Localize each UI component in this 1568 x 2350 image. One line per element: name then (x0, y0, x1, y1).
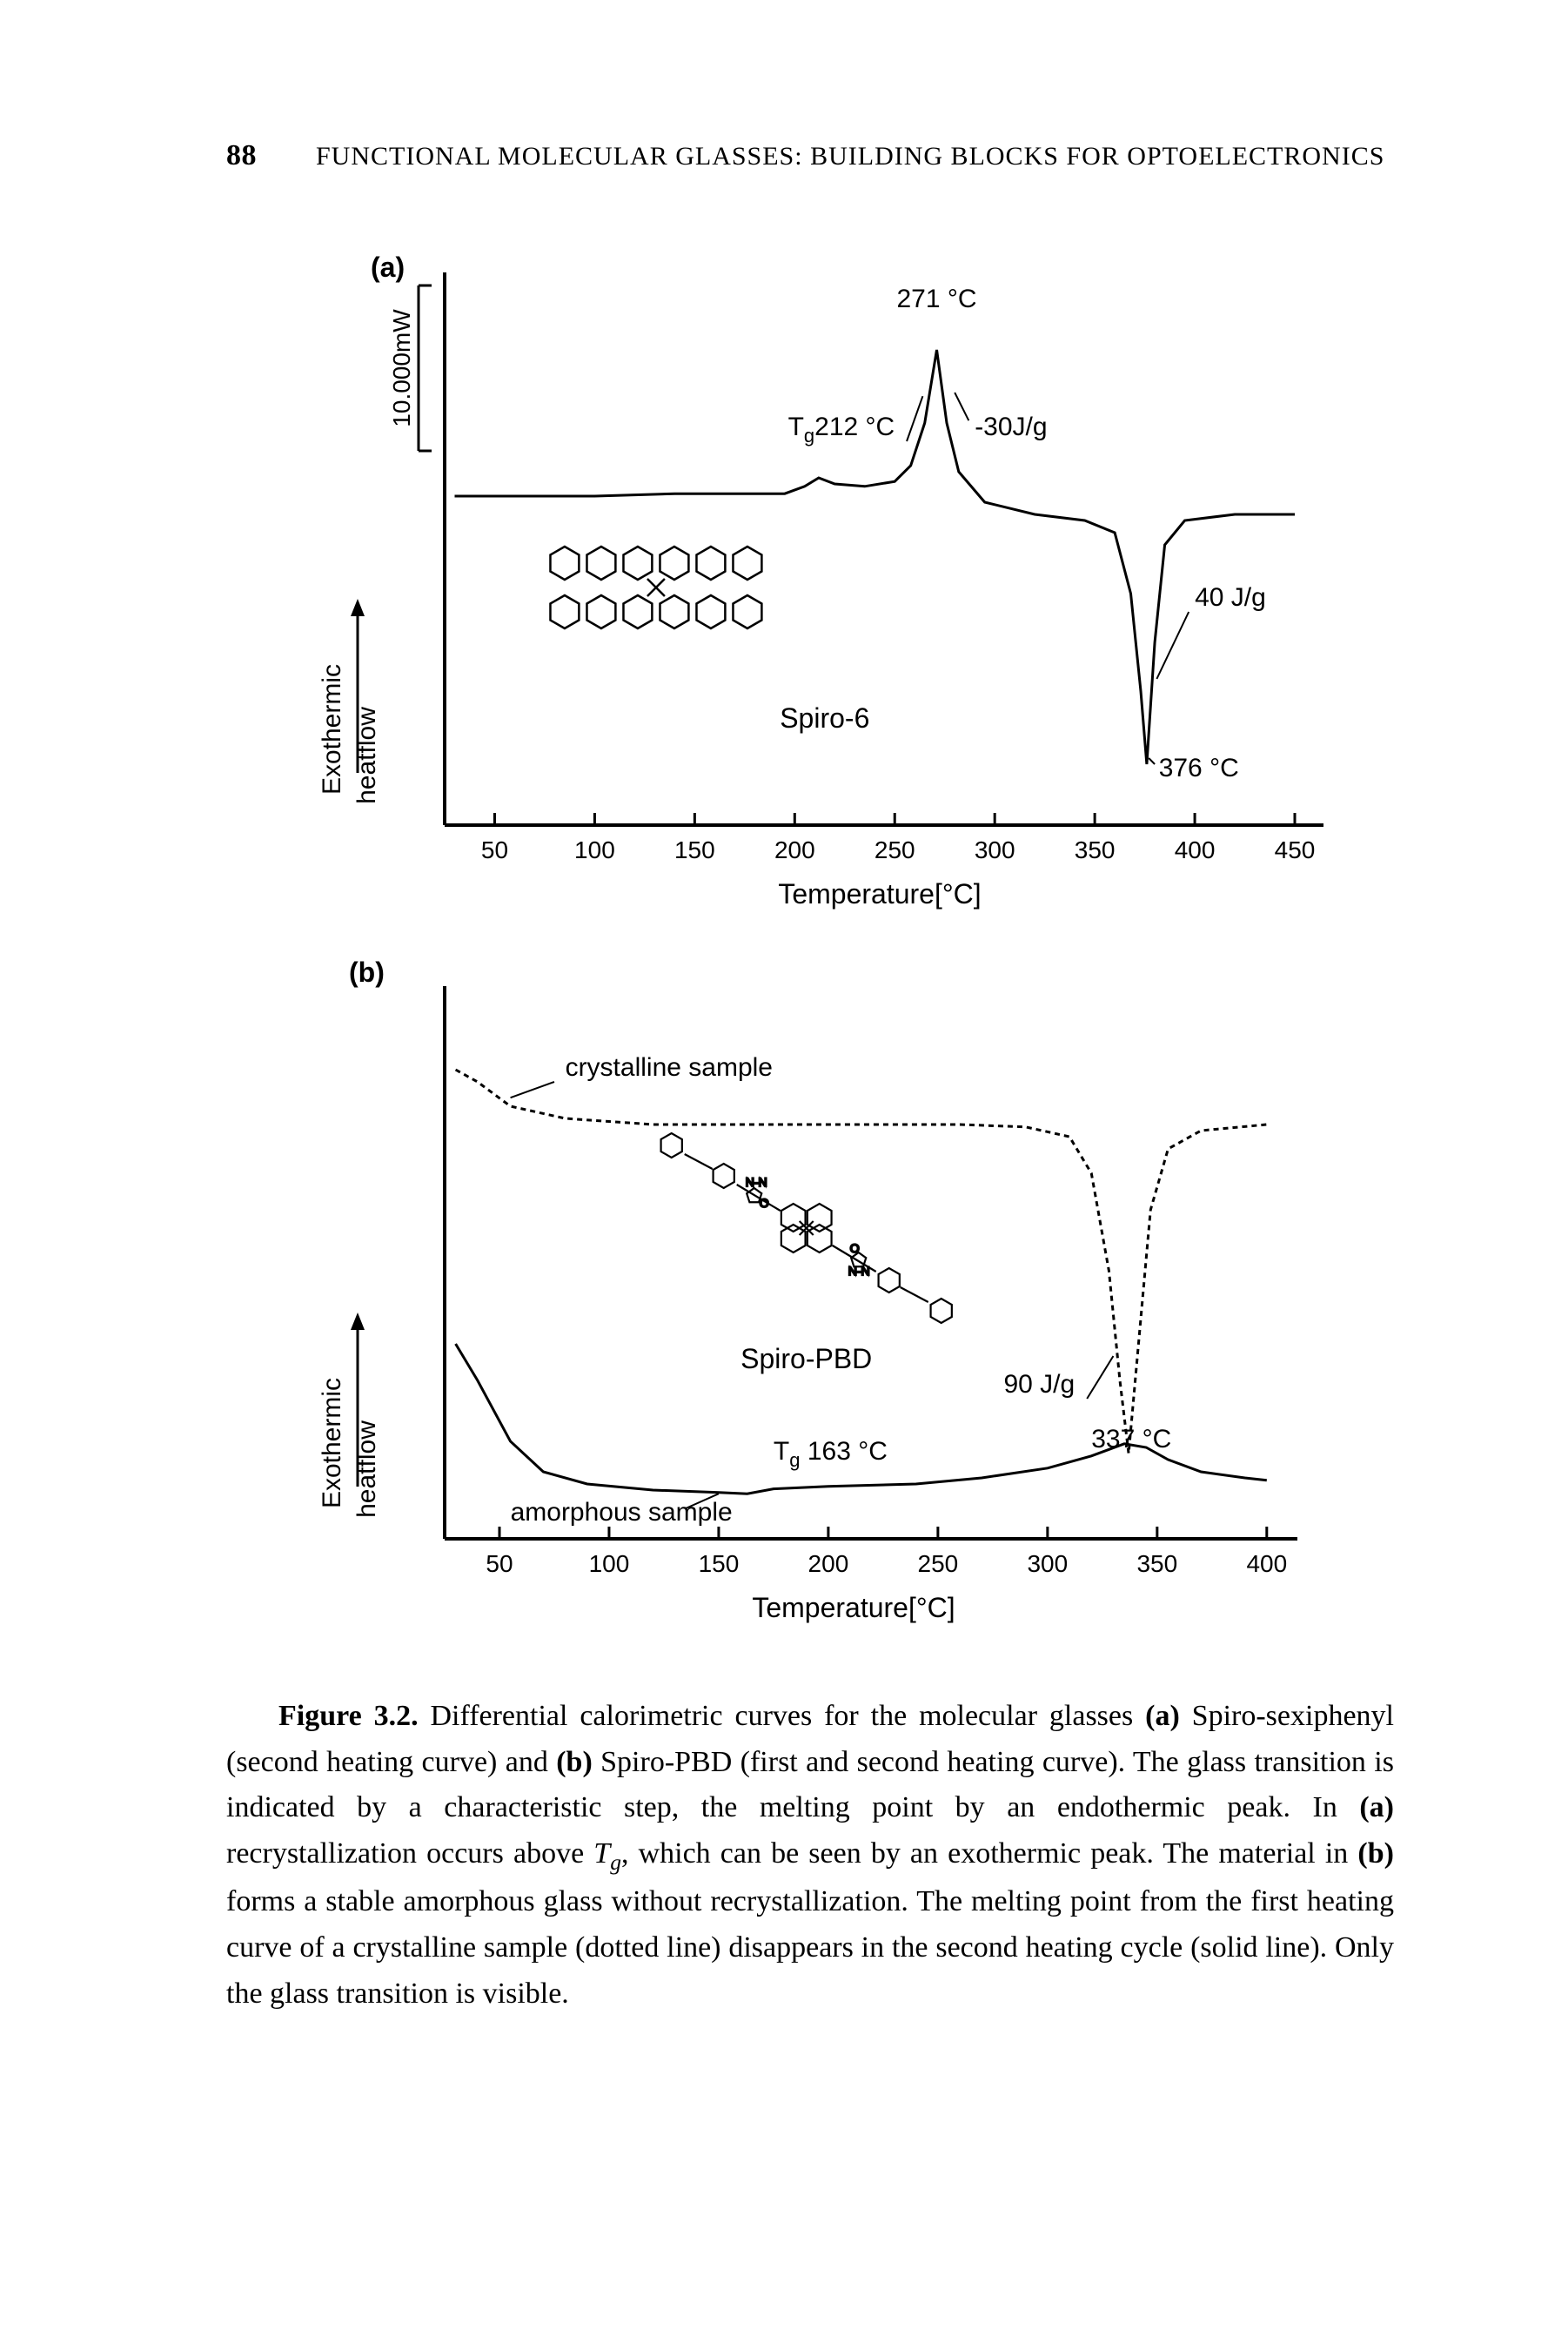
svg-text:N-N: N-N (746, 1175, 767, 1189)
endo-energy-b: 90 J/g (1003, 1370, 1075, 1399)
compound-b: Spiro-PBD (740, 1343, 872, 1374)
endo-temp-b: 337 °C (1091, 1425, 1171, 1454)
caption-label: Figure 3.2. (278, 1700, 419, 1732)
svg-text:300: 300 (975, 836, 1015, 863)
compound-a: Spiro-6 (780, 702, 869, 734)
svg-text:400: 400 (1246, 1550, 1287, 1577)
svg-text:350: 350 (1136, 1550, 1177, 1577)
svg-text:250: 250 (918, 1550, 959, 1577)
x-axis-label-a: Temperature[°C] (778, 878, 981, 910)
svg-text:O: O (760, 1196, 769, 1210)
panel-a-label: (a) (371, 252, 405, 283)
svg-text:150: 150 (674, 836, 715, 863)
svg-text:450: 450 (1275, 836, 1316, 863)
peak-temp-a: 271 °C (896, 285, 976, 313)
y-axis-heatflow-b: heatflow (352, 1420, 381, 1518)
y-axis-heatflow-a: heatflow (352, 707, 381, 804)
endo-energy-a: 40 J/g (1195, 583, 1266, 612)
svg-text:150: 150 (699, 1550, 740, 1577)
dsc-chart-a: (a) 10.000mW 50100150200250300350400450 … (245, 225, 1376, 938)
running-title: FUNCTIONAL MOLECULAR GLASSES: BUILDING B… (316, 142, 1384, 171)
page-number: 88 (226, 139, 257, 171)
svg-text:N-N: N-N (848, 1264, 870, 1278)
y-axis-exothermic-a: Exothermic (318, 664, 346, 795)
y-scale-label: 10.000mW (388, 309, 415, 427)
endo-temp-a: 376 °C (1159, 754, 1239, 782)
exo-energy-a: -30J/g (975, 413, 1047, 441)
svg-text:350: 350 (1075, 836, 1116, 863)
svg-text:O: O (850, 1241, 860, 1255)
svg-text:50: 50 (481, 836, 508, 863)
panel-b-label: (b) (349, 957, 385, 988)
svg-text:100: 100 (589, 1550, 630, 1577)
svg-text:250: 250 (874, 836, 915, 863)
x-axis-label-b: Temperature[°C] (752, 1592, 955, 1623)
y-axis-exothermic-b: Exothermic (318, 1378, 346, 1508)
page-header: 88 FUNCTIONAL MOLECULAR GLASSES: BUILDIN… (226, 139, 1394, 172)
figure-caption: Figure 3.2. Differential calorimetric cu… (226, 1694, 1394, 2017)
chart-b-bg (245, 938, 1376, 1652)
svg-text:400: 400 (1175, 836, 1216, 863)
svg-text:200: 200 (774, 836, 815, 863)
svg-text:300: 300 (1027, 1550, 1068, 1577)
svg-text:50: 50 (486, 1550, 513, 1577)
figure-3-2: (a) 10.000mW 50100150200250300350400450 … (226, 225, 1394, 1652)
svg-text:100: 100 (574, 836, 615, 863)
dsc-chart-b: (b) 50 100 150 200 250 300 350 400 Exothermic h… (245, 938, 1376, 1652)
svg-text:200: 200 (808, 1550, 849, 1577)
crystalline-label: crystalline sample (566, 1053, 773, 1082)
